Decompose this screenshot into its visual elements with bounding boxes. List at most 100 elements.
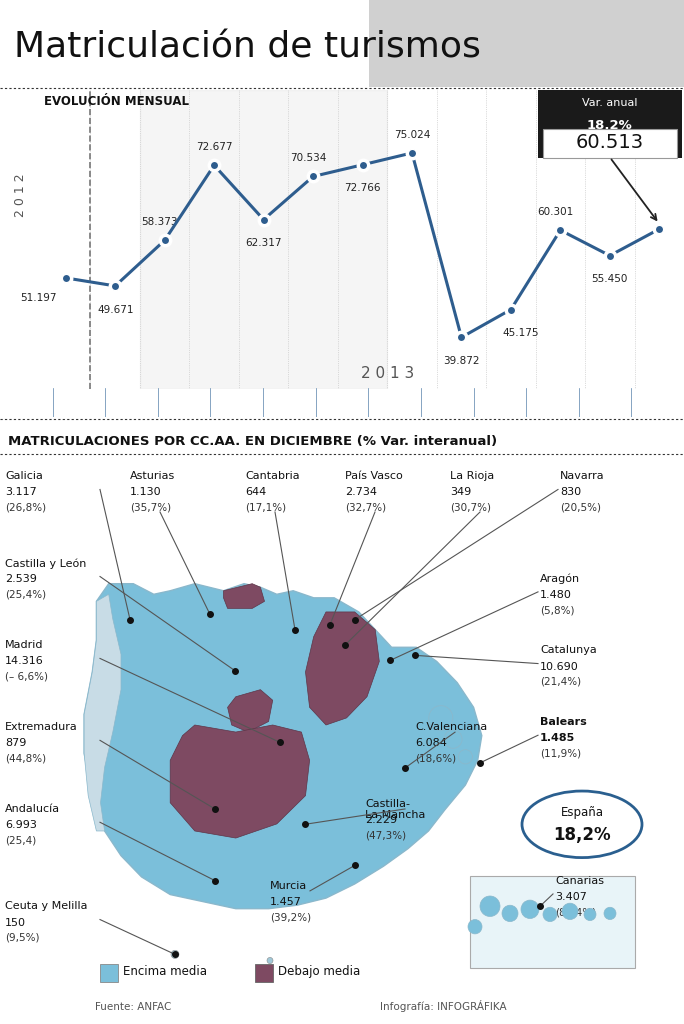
Text: C.Valenciana: C.Valenciana [415,722,487,732]
Text: 62.317: 62.317 [246,239,282,248]
Text: 39.872: 39.872 [443,356,479,366]
Circle shape [562,903,578,920]
Text: 72.766: 72.766 [344,183,381,194]
FancyBboxPatch shape [369,0,684,87]
Text: 1.485: 1.485 [540,733,575,743]
FancyBboxPatch shape [255,964,273,982]
Text: (21,4%): (21,4%) [540,677,581,687]
Text: Debajo media: Debajo media [278,966,360,978]
Text: Navarra: Navarra [560,471,605,481]
Text: Andalucía: Andalucía [5,804,60,814]
Text: 2 0 1 3: 2 0 1 3 [360,367,414,381]
Text: 1.130: 1.130 [130,487,161,498]
Text: 879: 879 [5,738,27,749]
Text: (82,4%): (82,4%) [555,907,596,918]
Polygon shape [84,584,482,908]
Text: (– 6,6%): (– 6,6%) [5,672,48,682]
Polygon shape [224,584,265,608]
Text: 150: 150 [5,918,26,928]
Circle shape [480,896,500,916]
FancyBboxPatch shape [100,964,118,982]
Text: (25,4): (25,4) [5,836,36,846]
Text: 60.301: 60.301 [538,207,573,217]
Polygon shape [306,612,380,725]
Polygon shape [170,725,310,838]
Text: 55.450: 55.450 [592,274,628,285]
Text: 3.407: 3.407 [555,892,587,902]
Text: 49.671: 49.671 [97,304,133,314]
Circle shape [458,750,473,764]
Text: Aragón: Aragón [540,573,580,584]
Text: 1.480: 1.480 [540,590,572,600]
Text: (35,7%): (35,7%) [130,503,171,513]
Text: Ceuta y Melilla: Ceuta y Melilla [5,901,88,911]
Text: Canarias: Canarias [555,876,604,886]
Text: 72.677: 72.677 [196,142,233,152]
Polygon shape [228,690,273,732]
Text: Infografía: INFOGRÁFIKA: Infografía: INFOGRÁFIKA [380,999,507,1012]
Text: (20,5%): (20,5%) [560,503,601,513]
Text: 10.690: 10.690 [540,662,579,672]
Text: May.: May. [274,396,304,409]
Text: Nov.: Nov. [590,396,620,409]
Text: Ene.: Ene. [64,396,94,409]
Text: 2.734: 2.734 [345,487,377,498]
Text: Castilla-
La Mancha: Castilla- La Mancha [365,799,425,820]
Text: Asturias: Asturias [130,471,175,481]
Text: (5,8%): (5,8%) [540,605,575,615]
Text: 3.117: 3.117 [5,487,37,498]
Circle shape [502,905,518,922]
Text: Feb.: Feb. [117,396,146,409]
Text: País Vasco: País Vasco [345,471,403,481]
FancyBboxPatch shape [470,876,635,968]
Polygon shape [84,594,121,831]
FancyBboxPatch shape [543,129,676,159]
Text: (30,7%): (30,7%) [450,503,491,513]
Text: 45.175: 45.175 [503,328,539,338]
Text: Fuente: ANFAC: Fuente: ANFAC [95,1001,172,1012]
Text: Oct.: Oct. [539,396,566,409]
Text: Matriculación de turismos: Matriculación de turismos [14,31,481,65]
Text: 2.539: 2.539 [5,574,37,585]
Text: Sep.: Sep. [485,396,514,409]
Text: Abr.: Abr. [224,396,250,409]
Text: Encima media: Encima media [123,966,207,978]
Text: 6.084: 6.084 [415,738,447,749]
FancyBboxPatch shape [538,90,681,159]
Text: Extremadura: Extremadura [5,722,78,732]
Text: 18,2%: 18,2% [587,119,633,132]
Text: (47,3%): (47,3%) [365,830,406,841]
Text: Jul.: Jul. [384,396,405,409]
Text: (44,8%): (44,8%) [5,754,46,764]
Text: (17,1%): (17,1%) [245,503,286,513]
Text: 18,2%: 18,2% [553,825,611,844]
Circle shape [444,730,462,749]
Text: Murcia: Murcia [270,881,307,891]
Text: Cantabria: Cantabria [245,471,300,481]
Ellipse shape [522,791,642,858]
Text: (9,5%): (9,5%) [5,933,40,943]
Circle shape [468,920,482,934]
Text: (39,2%): (39,2%) [270,912,311,923]
Text: 644: 644 [245,487,266,498]
Circle shape [267,957,273,964]
Text: España: España [560,806,603,818]
Text: Dic.: Dic. [645,396,670,409]
Text: Castilla y León: Castilla y León [5,558,86,568]
Text: (32,7%): (32,7%) [345,503,386,513]
Text: 58.373: 58.373 [142,217,178,227]
Text: 830: 830 [560,487,581,498]
Text: 70.534: 70.534 [290,154,326,163]
Circle shape [429,706,453,730]
Text: 1.457: 1.457 [270,897,302,907]
Text: (26,8%): (26,8%) [5,503,46,513]
Text: 349: 349 [450,487,471,498]
Text: 75.024: 75.024 [394,130,430,139]
Text: MATRICULACIONES POR CC.AA. EN DICIEMBRE (% Var. interanual): MATRICULACIONES POR CC.AA. EN DICIEMBRE … [8,435,497,449]
Text: (18,6%): (18,6%) [415,754,456,764]
Text: 14.316: 14.316 [5,656,44,667]
Text: 60.513: 60.513 [576,133,644,153]
Text: 6.993: 6.993 [5,820,37,830]
Text: Jun.: Jun. [329,396,355,409]
Text: Var. anual: Var. anual [582,98,637,108]
